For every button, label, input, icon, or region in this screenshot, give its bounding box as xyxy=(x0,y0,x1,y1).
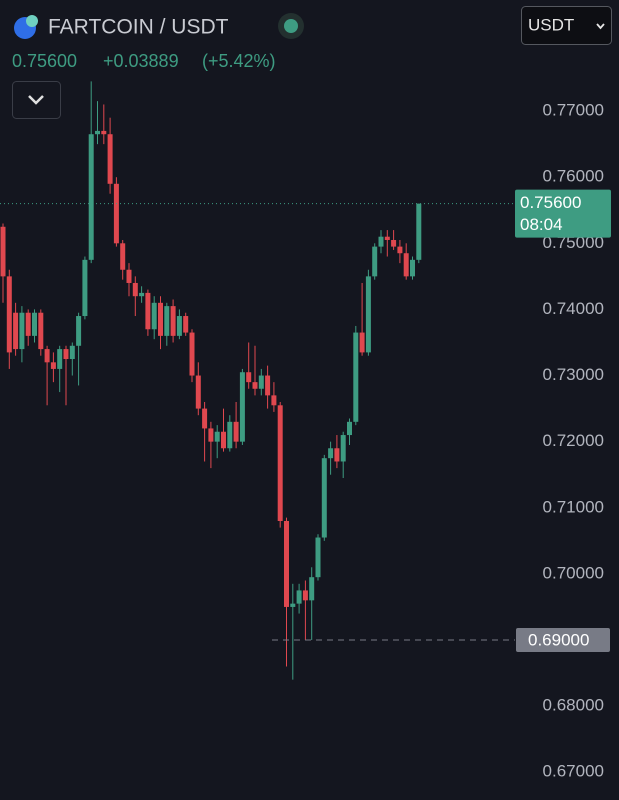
candle-body xyxy=(290,603,296,607)
candle-body xyxy=(88,134,94,260)
candle-body xyxy=(57,349,63,369)
header: FARTCOIN / USDT 0.75600 +0.03889 (+5.42%… xyxy=(12,6,612,119)
candle-body xyxy=(158,302,163,336)
y-tick-label: 0.68000 xyxy=(543,696,604,715)
change: +0.03889 xyxy=(103,51,179,71)
candle-body xyxy=(120,243,126,270)
candle-body xyxy=(19,312,25,350)
candle-body xyxy=(145,292,151,330)
candle-body xyxy=(189,332,195,376)
candle-body xyxy=(271,395,277,406)
candle-body xyxy=(76,316,82,346)
candle-body xyxy=(195,375,201,409)
symbol: FARTCOIN / USDT xyxy=(48,16,229,39)
last-price-box xyxy=(515,189,611,238)
candle-body xyxy=(0,226,6,277)
candle-body xyxy=(227,421,233,449)
candle-body xyxy=(359,332,365,353)
currency-chevron xyxy=(596,23,605,30)
candle-body xyxy=(252,382,258,389)
candle-body xyxy=(170,306,176,336)
candle-body xyxy=(221,431,226,449)
candle-body xyxy=(38,312,44,350)
candle-body xyxy=(384,236,390,240)
y-tick-label: 0.73000 xyxy=(543,365,604,384)
candle-body xyxy=(202,408,208,429)
candle-body xyxy=(239,372,245,442)
candle-body xyxy=(315,537,321,578)
candle-body xyxy=(403,253,409,277)
collapse-button[interactable] xyxy=(12,81,61,119)
candle-body xyxy=(321,458,327,538)
candle-body xyxy=(328,448,334,459)
candle-body xyxy=(214,431,220,442)
candle-body xyxy=(50,362,56,369)
candle-body xyxy=(334,448,340,462)
currency: USDT xyxy=(528,15,574,34)
candle-body xyxy=(378,236,384,247)
candle-body xyxy=(391,240,397,247)
candle-body xyxy=(95,130,100,135)
candle-body xyxy=(107,134,113,184)
y-tick-label: 0.77000 xyxy=(543,101,604,120)
candle-body xyxy=(113,183,119,244)
candle-body xyxy=(176,316,182,336)
candle-body xyxy=(32,312,37,336)
candle-body xyxy=(69,345,75,360)
candle-body xyxy=(416,203,422,260)
candle-body xyxy=(340,435,346,462)
countdown: 08:04 xyxy=(520,215,563,234)
candle-body xyxy=(296,590,302,604)
y-tick-label: 0.70000 xyxy=(543,563,604,582)
low-label: 0.69000 xyxy=(528,630,589,649)
candle-body xyxy=(208,428,214,442)
coin-icon-badge xyxy=(26,15,38,27)
currency-select[interactable] xyxy=(521,6,612,45)
candle-body xyxy=(365,276,371,353)
candle-body xyxy=(6,276,12,353)
y-tick-label: 0.74000 xyxy=(543,299,604,318)
plot: 0.67000 0.68000 0.69000 0.70000 0.71000 0.720… xyxy=(0,81,611,781)
candle-body xyxy=(347,421,352,436)
candle-body xyxy=(284,520,289,607)
chevron xyxy=(28,95,44,105)
candle-body xyxy=(82,259,88,317)
y-tick-label: 0.71000 xyxy=(543,497,604,516)
price: 0.75600 xyxy=(12,51,77,71)
candle-body xyxy=(139,292,145,297)
y-tick-label: 0.72000 xyxy=(543,431,604,450)
y-tick-label: 0.76000 xyxy=(543,167,604,186)
candle-body xyxy=(265,375,271,396)
y-tick-label: 0.67000 xyxy=(543,762,604,781)
candle-body xyxy=(309,577,315,601)
candle-body xyxy=(101,130,107,135)
candle-body xyxy=(353,332,359,422)
candle-body xyxy=(233,421,239,442)
candle-body xyxy=(126,269,132,283)
candle-body xyxy=(25,312,31,336)
last-price-label: 0.75600 xyxy=(520,193,581,212)
candle-body xyxy=(164,306,170,336)
candle-body xyxy=(397,246,403,254)
candle-body xyxy=(246,372,252,383)
candle-body xyxy=(302,590,308,601)
low-box xyxy=(516,628,610,652)
candle-body xyxy=(132,282,138,297)
candle-body xyxy=(151,302,157,330)
candle-body xyxy=(277,405,283,521)
candle-body xyxy=(410,259,415,277)
change-pct: (+5.42%) xyxy=(202,51,276,71)
candle-body xyxy=(183,316,189,333)
candle-body xyxy=(13,312,19,350)
status-dot xyxy=(284,19,298,33)
candle-body xyxy=(258,375,264,389)
candle-body xyxy=(372,246,378,277)
candle-body xyxy=(63,349,69,360)
candle-body xyxy=(44,349,50,363)
